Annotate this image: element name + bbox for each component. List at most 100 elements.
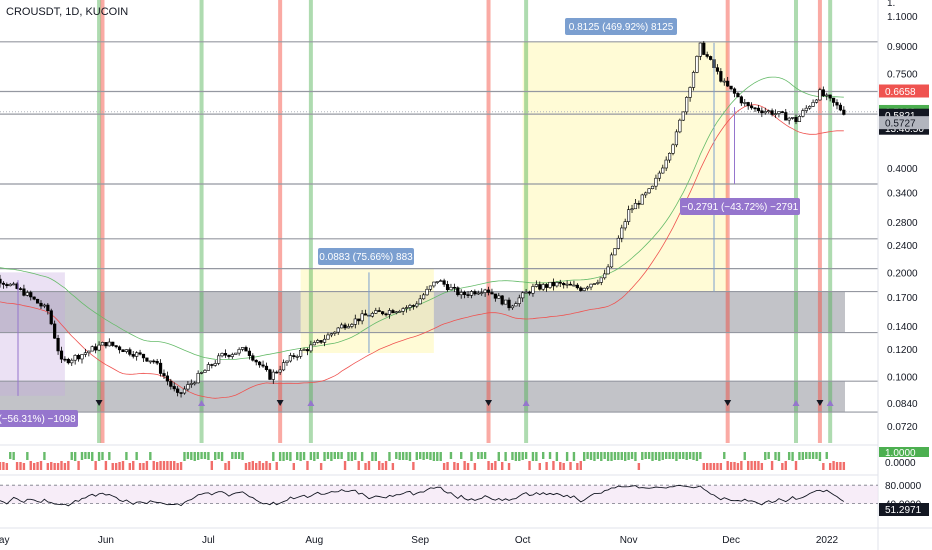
- signal-bar-129: [415, 452, 418, 460]
- candle-body-229: [756, 107, 761, 112]
- candle-35: [94, 343, 98, 354]
- rsi-band: [0, 485, 878, 504]
- rsi-value-tag: 51.2971: [879, 503, 929, 516]
- candle-body-254: [842, 109, 846, 115]
- candle-body-189: [620, 227, 624, 239]
- candle-149: [483, 288, 487, 297]
- candle-187: [613, 248, 617, 256]
- candle-body-171: [558, 282, 562, 284]
- candle-body-236: [780, 111, 784, 113]
- candle-body-132: [425, 288, 429, 296]
- signal-bar-59: [176, 463, 179, 470]
- signal-bar-217: [716, 463, 719, 470]
- signal-bar-109: [347, 452, 350, 461]
- rsi-value-label: 51.2971: [885, 505, 922, 516]
- candle-199: [654, 174, 658, 190]
- candle-body-32: [83, 352, 88, 355]
- indicator-tag-label-1: 0.0000: [885, 458, 916, 469]
- candle-body-51: [148, 360, 152, 363]
- candle-body-182: [596, 282, 600, 284]
- candle-body-101: [319, 340, 323, 343]
- signal-bar-222: [733, 462, 736, 470]
- candle-body-57: [169, 380, 173, 387]
- candle-body-188: [616, 237, 620, 249]
- signal-bar-169: [552, 461, 555, 470]
- candle-176: [575, 283, 579, 290]
- signal-bar-201: [661, 452, 664, 460]
- signal-bar-231: [764, 452, 767, 460]
- candle-27: [66, 357, 70, 365]
- candle-249: [825, 92, 829, 101]
- candle-49: [141, 353, 146, 362]
- candle-220: [726, 76, 730, 87]
- candle-71: [217, 353, 221, 366]
- signal-lines-layer: [97, 0, 833, 443]
- candle-165: [538, 281, 542, 291]
- signal-bar-194: [637, 463, 641, 470]
- signal-bar-19: [39, 461, 43, 470]
- signal-bar-91: [285, 452, 289, 460]
- candle-body-106: [336, 327, 340, 333]
- candle-177: [579, 286, 583, 292]
- candle-121: [387, 308, 392, 319]
- candle-232: [767, 109, 771, 114]
- candle-body-199: [654, 177, 658, 187]
- signal-bar-26: [63, 463, 67, 470]
- signal-bar-11: [12, 452, 15, 460]
- signal-bar-31: [80, 452, 84, 460]
- candle-143: [463, 290, 467, 299]
- signal-bar-130: [419, 452, 422, 459]
- signal-bar-88: [275, 462, 278, 470]
- candle-body-77: [237, 349, 241, 354]
- candle-body-123: [394, 311, 398, 314]
- candle-body-195: [640, 194, 644, 205]
- candle-221: [729, 85, 733, 91]
- price-tag-4: 0.5727: [879, 116, 929, 130]
- candle-79: [244, 345, 248, 352]
- candle-body-118: [377, 310, 381, 312]
- candle-body-113: [360, 313, 364, 322]
- time-tick-7: Dec: [722, 535, 740, 546]
- signal-bar-171: [559, 462, 562, 470]
- candle-body-181: [592, 283, 597, 285]
- candle-body-183: [599, 277, 603, 283]
- candle-body-151: [490, 292, 494, 295]
- may-measure-box-bg: [0, 410, 78, 427]
- signal-bar-92: [289, 452, 292, 461]
- candle-body-72: [220, 353, 224, 357]
- candle-body-173: [565, 283, 569, 286]
- candle-body-48: [138, 352, 142, 355]
- candle-body-187: [613, 248, 617, 256]
- price-tag-label-4: 0.5727: [885, 119, 916, 130]
- signal-bar-137: [442, 463, 446, 470]
- candle-11: [12, 281, 16, 286]
- price-tick-11: 0.1000: [887, 373, 918, 384]
- candle-body-81: [251, 355, 255, 361]
- time-tick-0: May: [0, 535, 9, 546]
- indicator-tag-bg-0: [879, 447, 929, 458]
- signal-bar-197: [647, 452, 651, 459]
- candle-body-22: [49, 310, 53, 325]
- candle-97: [305, 347, 310, 356]
- candle-238: [787, 116, 791, 125]
- signal-bar-72: [220, 452, 224, 461]
- candle-body-109: [346, 326, 351, 329]
- candle-17: [32, 296, 36, 301]
- signal-bar-16: [29, 461, 32, 470]
- candle-63: [189, 379, 193, 388]
- signal-line-10: [828, 0, 833, 443]
- candle-body-177: [579, 287, 583, 291]
- chart-title: CROUSDT, 1D, KUCOIN: [6, 6, 128, 18]
- candle-body-33: [87, 350, 91, 354]
- signal-bar-189: [620, 452, 623, 460]
- candle-body-80: [247, 350, 251, 356]
- may-measure-box-label: (−56.31%) −1098: [0, 414, 76, 425]
- signal-bar-78: [241, 452, 244, 460]
- candle-241: [797, 115, 802, 122]
- candle-body-21: [46, 304, 50, 312]
- candle-148: [480, 288, 484, 296]
- candle-body-76: [234, 352, 238, 355]
- candle-body-179: [586, 286, 590, 289]
- candle-body-49: [141, 353, 146, 359]
- candle-236: [780, 110, 784, 114]
